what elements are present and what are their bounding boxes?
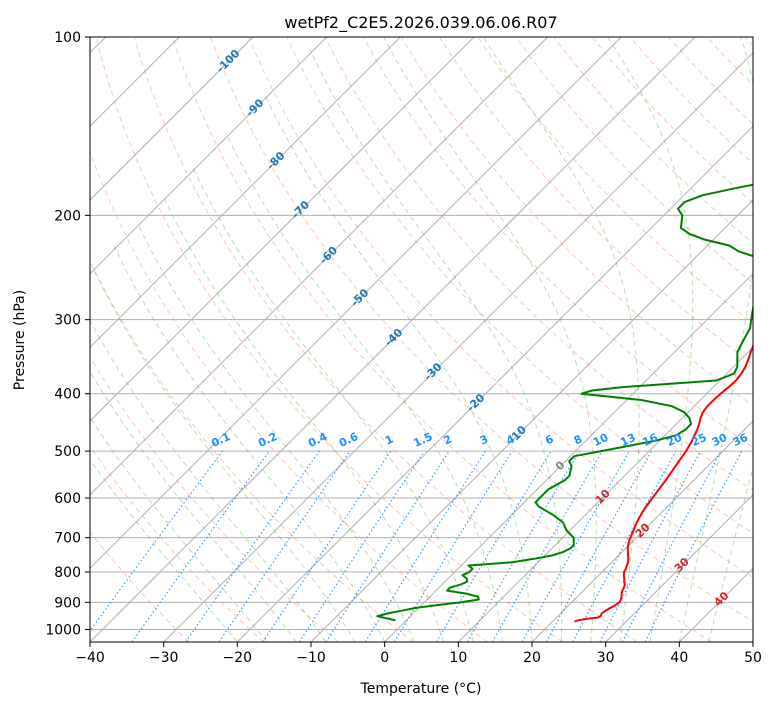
x-tick-label: 30 [597, 650, 615, 666]
moist-adiabat [113, 245, 386, 642]
mixing-ratio-line [644, 450, 743, 642]
mixing-ratio-line [298, 450, 425, 642]
dry-adiabat [248, 37, 753, 578]
x-axis: −40 −30 −20 −10 0 10 20 30 40 50 [75, 642, 762, 666]
chart-title: wetPf2_C2E5.2026.039.06.06.R07 [284, 13, 557, 33]
x-tick-label: 40 [670, 650, 688, 666]
y-tick-label: 400 [54, 387, 81, 403]
mixing-ratio-label: 16 [640, 431, 660, 449]
mixing-ratio-line [185, 450, 320, 642]
y-tick-label: 600 [54, 491, 81, 507]
dry-adiabat [90, 445, 264, 642]
dry-adiabat [133, 37, 638, 642]
mixing-ratio-lines [90, 450, 743, 642]
isotherm-line [90, 37, 622, 570]
dry-adiabats [90, 37, 753, 642]
isotherm-line [384, 272, 753, 642]
isotherm-line [163, 51, 753, 642]
isotherm-line [90, 37, 696, 642]
pressure-grid [90, 37, 753, 630]
x-tick-label: 0 [380, 650, 389, 666]
isotherm-line [90, 37, 475, 422]
isotherm-line [457, 346, 753, 642]
dry-adiabat [438, 37, 753, 366]
moist-adiabat [482, 37, 640, 642]
dewpoint-profile-line [376, 183, 753, 622]
isotherm-line [90, 37, 328, 275]
mixing-ratio-label: 30 [710, 431, 730, 449]
mixing-ratio-line [572, 450, 677, 642]
dry-adiabat [90, 356, 339, 642]
isotherm-line [90, 37, 549, 496]
dry-adiabat [90, 150, 488, 642]
dry-adiabat [95, 37, 563, 642]
mixing-ratio-line [393, 450, 513, 642]
moist-adiabat [225, 132, 503, 642]
y-tick-label: 200 [54, 208, 81, 224]
x-tick-label: 20 [523, 650, 541, 666]
y-tick-label: 500 [54, 444, 81, 460]
mixing-ratio-label: 36 [731, 431, 751, 449]
mixing-ratio-line [545, 450, 653, 642]
y-tick-label: 900 [54, 595, 81, 611]
y-axis: 1000 900 800 700 600 500 400 300 200 100 [45, 30, 90, 638]
dry-adiabat [171, 37, 712, 642]
dry-adiabat [400, 37, 753, 407]
mixing-ratio-label: 10 [591, 431, 611, 449]
y-tick-label: 700 [54, 531, 81, 547]
isotherm-line [605, 493, 753, 642]
dry-adiabat [210, 37, 753, 623]
dry-adiabat [515, 37, 753, 284]
isotherm-line [90, 37, 254, 201]
moist-adiabat [92, 267, 356, 642]
isotherm-line [236, 125, 753, 642]
mixing-ratio-label: 20 [665, 431, 685, 449]
moist-adiabat [162, 195, 445, 642]
dry-adiabat [286, 37, 753, 534]
y-tick-label: 800 [54, 565, 81, 581]
moist-adiabat [607, 37, 694, 642]
moist-adiabat [90, 416, 268, 642]
isotherm-line [531, 420, 753, 642]
plot-frame [89, 36, 754, 643]
mixing-ratio-label: 13 [618, 431, 637, 449]
mixing-ratio-line [131, 450, 270, 642]
dry-adiabat [90, 531, 190, 642]
mixing-ratio-line [262, 450, 392, 642]
mixing-ratio-line [90, 450, 223, 632]
temperature-profile-line [574, 343, 753, 623]
dry-adiabat [90, 259, 414, 642]
sounding-series [376, 183, 753, 623]
x-tick-label: 50 [744, 650, 762, 666]
mixing-ratio-line [218, 450, 351, 642]
mixing-ratio-line [521, 450, 631, 642]
x-tick-label: −30 [149, 650, 179, 666]
y-axis-label: Pressure (hPa) [12, 290, 28, 390]
isotherm-line [90, 37, 401, 349]
x-tick-label: −20 [223, 650, 253, 666]
y-tick-label: 1000 [45, 622, 81, 638]
y-tick-label: 100 [54, 30, 81, 46]
isotherm-line [310, 199, 753, 642]
x-tick-label: 10 [449, 650, 467, 666]
x-tick-label: −10 [296, 650, 326, 666]
moist-adiabat [383, 37, 597, 642]
x-axis-label: Temperature (°C) [360, 681, 482, 697]
moist-adiabat [90, 319, 327, 642]
mixing-ratio-label: 25 [689, 431, 708, 449]
isotherm-lines [90, 37, 753, 642]
y-tick-label: 300 [54, 313, 81, 329]
x-tick-label: −40 [75, 650, 105, 666]
mixing-ratio-line [325, 450, 450, 642]
plot-area: -100-90-80-70-60-50-40-30-20-10010203040… [90, 37, 753, 642]
moist-adiabat [136, 221, 415, 642]
moist-adiabat [191, 165, 474, 642]
